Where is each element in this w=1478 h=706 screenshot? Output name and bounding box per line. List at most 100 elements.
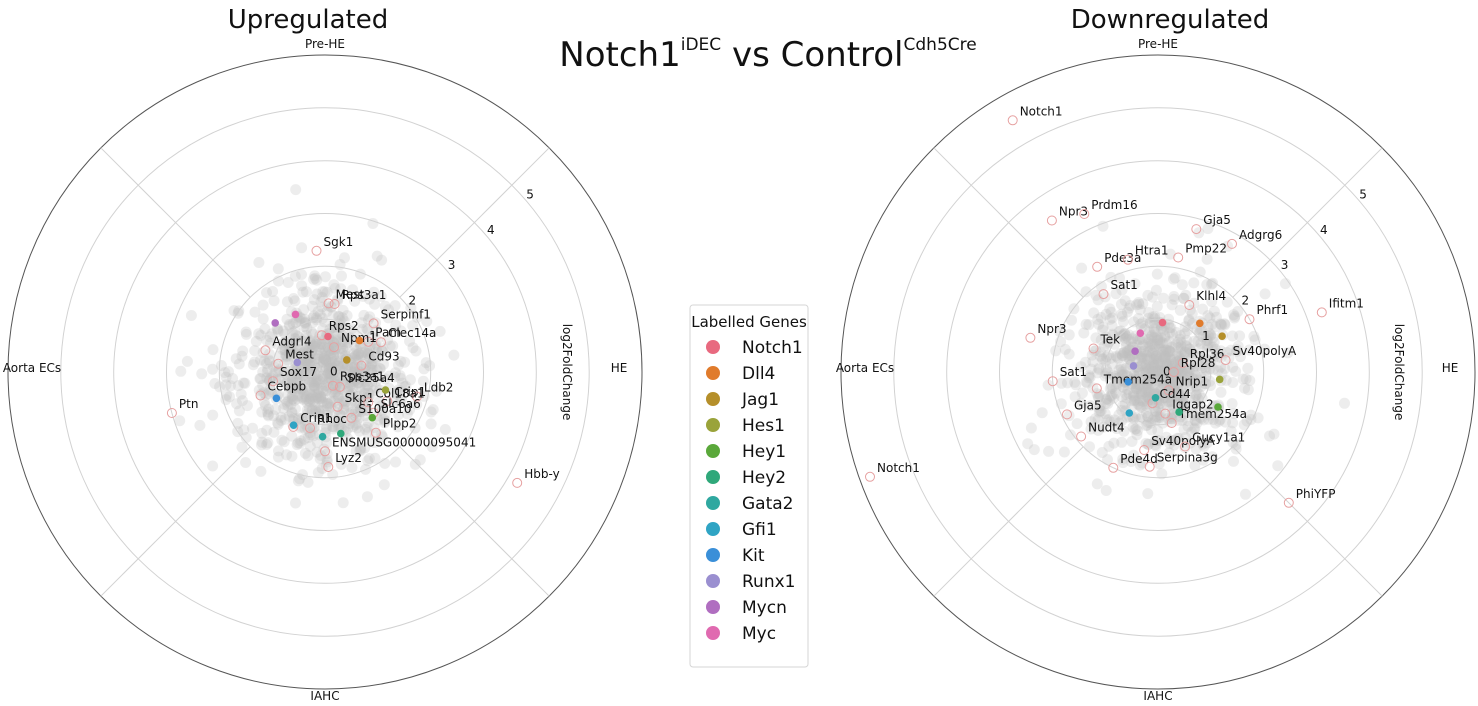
background-point: [306, 403, 318, 415]
background-point: [369, 298, 381, 310]
background-point: [357, 391, 369, 403]
background-point: [326, 353, 338, 365]
gene-marker: [334, 381, 345, 392]
background-point: [1242, 384, 1254, 396]
background-point: [296, 269, 307, 280]
background-point: [256, 427, 268, 439]
background-point: [294, 437, 306, 449]
background-point: [340, 332, 352, 344]
background-point: [302, 476, 314, 488]
background-point: [354, 381, 365, 393]
background-point: [1176, 279, 1188, 291]
background-point: [1169, 272, 1181, 284]
background-point: [235, 388, 247, 400]
background-point: [1102, 338, 1114, 349]
background-point: [286, 430, 298, 442]
background-point: [322, 368, 334, 379]
background-point: [383, 370, 395, 382]
background-point: [1158, 353, 1169, 365]
background-point: [1141, 378, 1153, 390]
background-point: [374, 363, 386, 374]
background-point: [342, 361, 354, 373]
background-point: [1085, 400, 1097, 412]
background-point: [336, 336, 347, 348]
background-point: [335, 410, 347, 422]
background-point: [1173, 363, 1185, 375]
gene-marker: [356, 360, 367, 371]
background-point: [1164, 322, 1176, 334]
background-point: [390, 456, 401, 468]
gene-label: Tmem254a: [1178, 407, 1247, 421]
background-point: [1100, 397, 1112, 409]
gene-point-myc: [1136, 329, 1145, 338]
background-point: [1227, 330, 1238, 342]
background-point: [1145, 377, 1157, 389]
background-point: [1167, 360, 1179, 372]
background-point: [1268, 428, 1280, 440]
background-point: [392, 359, 404, 371]
background-point: [312, 370, 324, 382]
background-point: [1168, 439, 1180, 451]
background-point: [353, 354, 365, 366]
background-point: [1109, 414, 1120, 426]
background-point: [1172, 371, 1184, 383]
background-point: [310, 405, 322, 417]
gene-label: Clec14a: [388, 326, 436, 340]
background-point: [327, 310, 339, 321]
background-point: [439, 424, 451, 435]
background-point: [322, 398, 334, 410]
background-point: [1179, 378, 1191, 389]
labelled-genes: Sgk1MestRps3a1Serpinf1Rps2PamClec14aNpm1…: [166, 235, 560, 488]
background-point: [1215, 319, 1227, 331]
background-point: [375, 290, 387, 302]
background-point: [1152, 401, 1164, 413]
background-point: [319, 271, 331, 283]
background-point: [261, 439, 273, 450]
background-point: [1097, 421, 1109, 433]
background-point: [324, 397, 336, 409]
sector-label-iahc: IAHC: [1143, 689, 1172, 703]
background-point: [328, 343, 340, 355]
background-point: [379, 300, 391, 312]
background-point: [227, 373, 239, 384]
background-point: [1146, 348, 1158, 359]
gene-marker: [1244, 314, 1255, 325]
background-point: [1150, 284, 1162, 296]
background-point: [1129, 278, 1141, 290]
background-point: [1164, 346, 1176, 358]
gene-marker: [329, 342, 339, 353]
grid-circle: [999, 213, 1317, 531]
background-point: [1142, 411, 1154, 423]
background-point: [401, 408, 413, 420]
background-point: [291, 382, 303, 394]
legend-title: Labelled Genes: [691, 313, 807, 331]
background-point: [1142, 341, 1154, 353]
background-point: [1151, 350, 1162, 362]
background-point: [275, 411, 287, 423]
background-point: [1158, 374, 1170, 386]
background-point: [307, 395, 319, 407]
gene-marker: [268, 376, 278, 387]
background-point: [327, 368, 339, 380]
background-point: [264, 384, 276, 396]
background-point: [306, 363, 318, 375]
background-point: [1036, 407, 1048, 419]
background-point: [283, 347, 295, 359]
background-point: [349, 367, 360, 379]
background-point: [1141, 379, 1153, 391]
background-point: [1080, 376, 1092, 388]
background-point: [1189, 422, 1201, 434]
gene-marker: [329, 299, 340, 309]
background-point: [289, 333, 301, 344]
background-point: [1105, 306, 1117, 318]
background-point: [240, 326, 252, 338]
background-point: [1181, 367, 1193, 379]
background-point: [313, 344, 325, 356]
background-point: [312, 404, 324, 416]
background-point: [392, 386, 404, 398]
background-point: [317, 391, 329, 403]
background-point: [1106, 312, 1118, 324]
gene-marker: [332, 401, 343, 412]
background-point: [319, 350, 330, 362]
